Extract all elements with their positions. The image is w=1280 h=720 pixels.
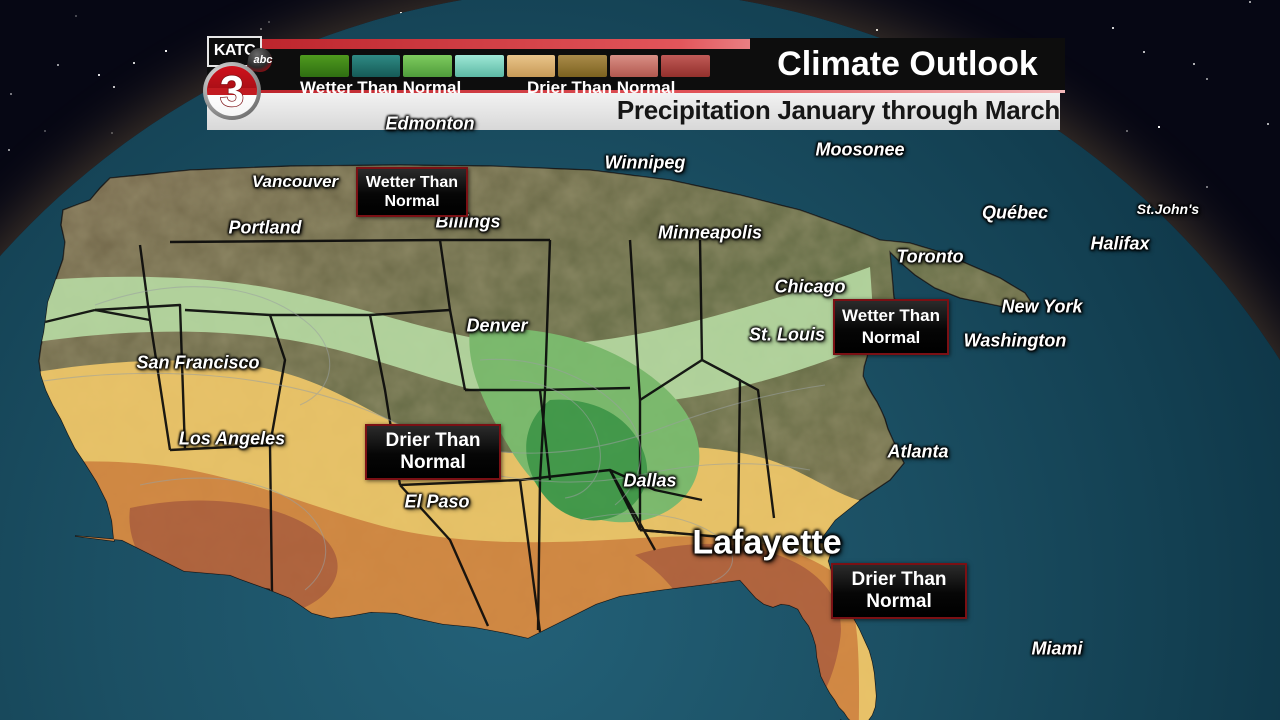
svg-text:3: 3 xyxy=(220,67,244,116)
